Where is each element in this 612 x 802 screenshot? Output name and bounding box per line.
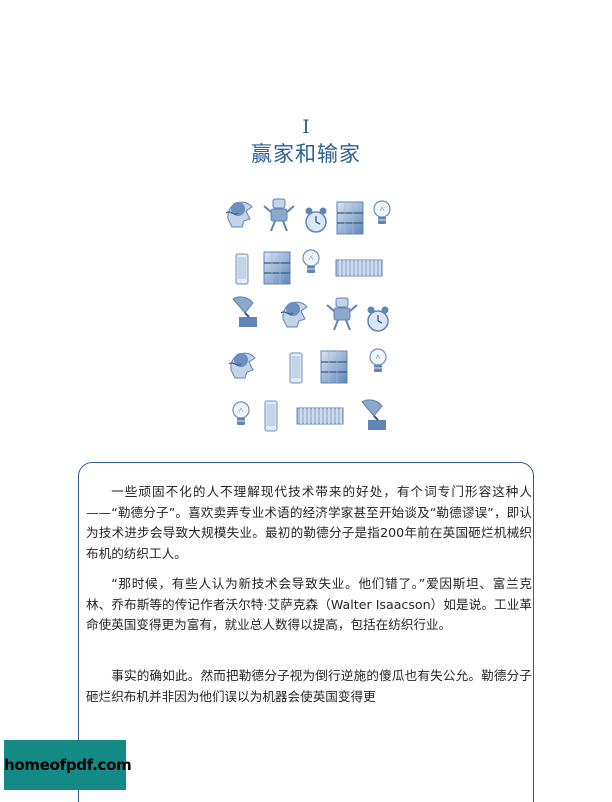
text-box-frame <box>78 462 534 802</box>
shipping-container-icon <box>296 407 344 425</box>
robot-icon <box>326 297 358 331</box>
body-paragraph-2: “那时候，有些人认为新技术会导致失业。他们错了。”爱因斯坦、富兰克林、乔布斯等的… <box>86 576 532 632</box>
robot-icon <box>263 198 295 232</box>
body-paragraph-1: 一些顽固不化的人不理解现代技术带来的好处，有个词专门形容这种人——“勒德分子”。… <box>86 484 532 561</box>
light-bulb-icon <box>302 249 320 274</box>
chapter-title: 赢家和输家 <box>251 142 361 166</box>
smartphone-icon <box>264 400 278 432</box>
shipping-container-icon <box>335 259 383 277</box>
watermark-logo: homeofpdf.com <box>4 740 132 790</box>
light-bulb-icon <box>232 401 250 426</box>
smartphone-icon <box>289 352 303 384</box>
alarm-clock-icon <box>366 305 390 332</box>
smartphone-icon <box>235 253 249 285</box>
gramophone-icon <box>361 398 387 431</box>
bookshelf-icon <box>320 350 348 384</box>
alarm-clock-icon <box>304 206 328 233</box>
body-paragraph-3: 事实的确如此。然而把勒德分子视为倒行逆施的傻瓜也有失公允。勒德分子砸烂织布机并非… <box>86 668 532 704</box>
technology-icons-illustration <box>225 198 391 432</box>
light-bulb-icon <box>373 200 391 225</box>
light-bulb-icon <box>369 348 387 373</box>
wearable-tech-head-icon <box>280 301 308 328</box>
chapter-number: I <box>302 116 310 138</box>
wearable-tech-head-icon <box>225 201 253 228</box>
bookshelf-icon <box>336 201 364 235</box>
gramophone-icon <box>232 295 258 328</box>
wearable-tech-head-icon <box>228 352 256 379</box>
bookshelf-icon <box>263 251 291 285</box>
